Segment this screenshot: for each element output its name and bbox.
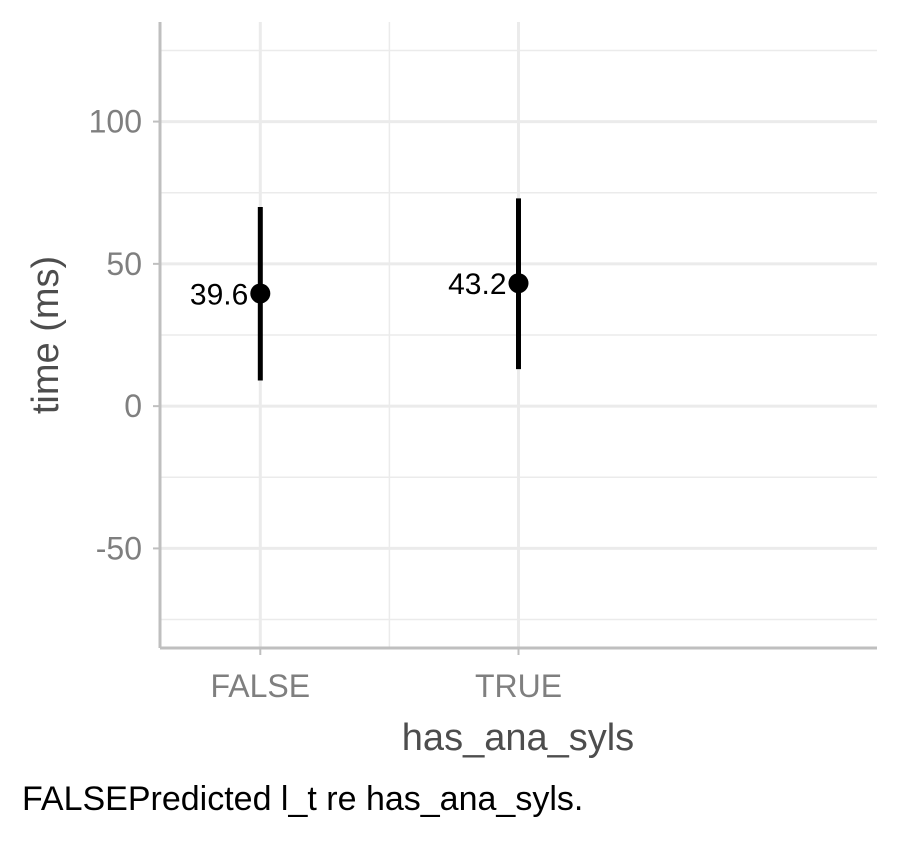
x-tick-label: TRUE xyxy=(475,668,562,704)
data-label: 43.2 xyxy=(448,268,506,301)
tick-labels: -50 0 50 100 FALSE TRUE xyxy=(89,104,562,704)
chart: -50 0 50 100 FALSE TRUE 39.6 43.2 has_ana_syls… xyxy=(25,22,877,759)
figure-caption: FALSEPredicted l_t re has_ana_syls. xyxy=(22,780,584,818)
grid-lines xyxy=(160,22,877,648)
y-axis-title: time (ms) xyxy=(25,256,67,414)
y-tick-label: 0 xyxy=(124,388,142,424)
data-marks: 39.6 43.2 xyxy=(190,198,529,381)
y-tick-label: 50 xyxy=(106,246,142,282)
data-point xyxy=(508,273,529,294)
y-tick-label: -50 xyxy=(96,530,142,566)
data-label: 39.6 xyxy=(190,278,248,311)
x-tick-label: FALSE xyxy=(211,668,311,704)
y-tick-label: 100 xyxy=(89,104,142,140)
axes xyxy=(153,22,877,655)
data-point xyxy=(250,283,271,304)
x-axis-title: has_ana_syls xyxy=(402,717,634,759)
